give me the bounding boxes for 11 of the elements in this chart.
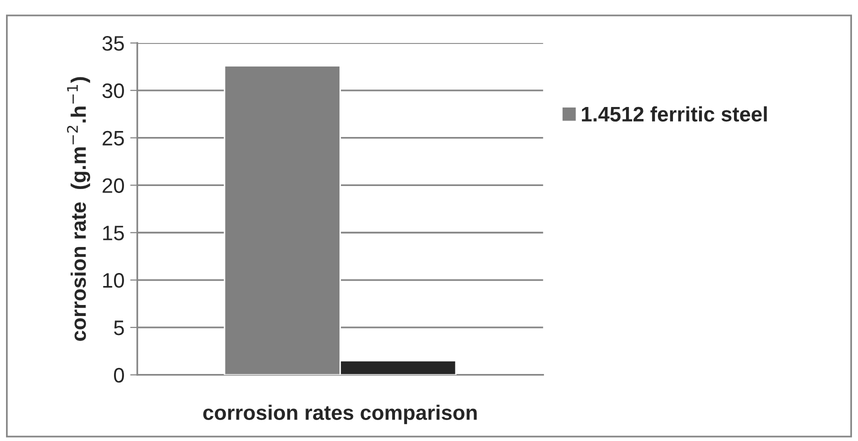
y-tick-label: 10 (103, 273, 124, 288)
y-tick-label: 20 (102, 178, 124, 193)
y-tick-label: 30 (102, 83, 124, 98)
y-tick-label: 35 (102, 36, 124, 51)
legend-label: 1.4512 ferritic steel (582, 106, 767, 122)
y-tick-label: 15 (103, 226, 124, 240)
y-tick-label: 5 (114, 320, 124, 336)
y-tick-label: 0 (114, 368, 124, 383)
x-axis-title: corrosion rates comparison (203, 404, 477, 424)
y-axis-title: corrosion rate (g.m$^{−2}$.h$^{−1}$) (66, 77, 90, 341)
y-tick-label: 25 (102, 130, 124, 146)
